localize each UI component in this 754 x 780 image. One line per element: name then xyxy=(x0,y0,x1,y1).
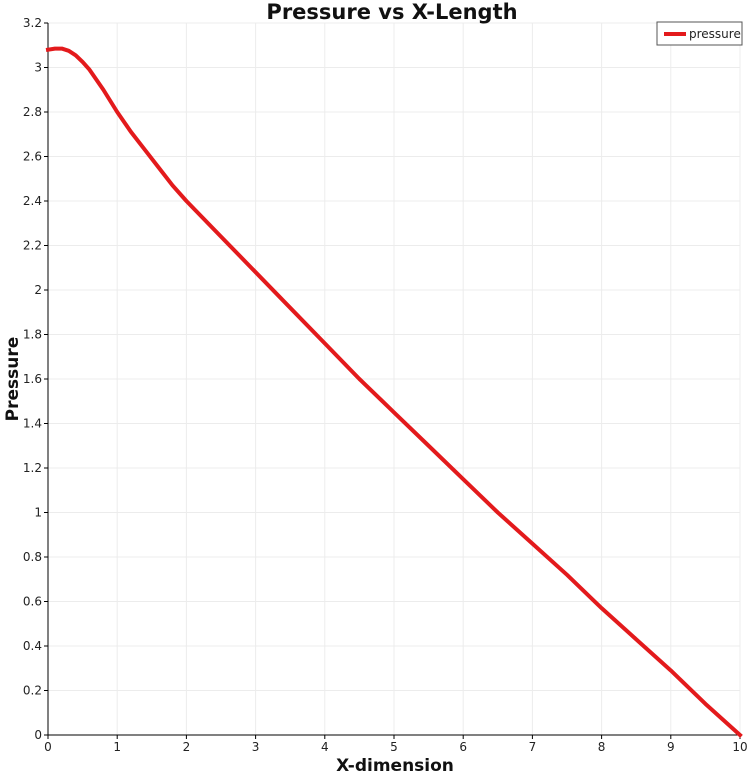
y-tick-label: 0 xyxy=(34,728,42,742)
chart-title: Pressure vs X-Length xyxy=(266,0,517,24)
y-tick-label: 1.4 xyxy=(23,417,42,431)
x-tick-label: 8 xyxy=(598,740,606,754)
y-tick-label: 1.8 xyxy=(23,328,42,342)
legend-box xyxy=(656,21,743,46)
x-tick-label: 7 xyxy=(529,740,537,754)
x-tick-label: 0 xyxy=(44,740,52,754)
legend: pressure xyxy=(656,21,743,46)
x-tick-label: 5 xyxy=(390,740,398,754)
x-axis-label: X-dimension xyxy=(336,756,454,776)
y-tick-label: 2.8 xyxy=(23,105,42,119)
y-tick-label: 1 xyxy=(34,506,42,520)
y-tick-label: 1.2 xyxy=(23,461,42,475)
x-tick-label: 1 xyxy=(113,740,121,754)
legend-label-pressure: pressure xyxy=(689,27,741,41)
y-tick-label: 3.2 xyxy=(23,16,42,30)
x-tick-label: 6 xyxy=(459,740,467,754)
y-tick-label: 2.4 xyxy=(23,194,42,208)
axis-layer: 0 1 2 3 4 5 6 7 8 9 10 0 0.2 0.4 0.6 0.8 1 1.2 1.4 1.6 1.8 2 2… xyxy=(23,16,748,754)
y-tick-label: 2 xyxy=(34,283,42,297)
y-tick-label: 0.2 xyxy=(23,684,42,698)
x-tick-label: 4 xyxy=(321,740,329,754)
x-tick-label: 9 xyxy=(667,740,675,754)
y-tick-label: 3 xyxy=(34,61,42,75)
y-tick-label: 1.6 xyxy=(23,372,42,386)
y-tick-label: 0.4 xyxy=(23,639,42,653)
y-tick-label: 2.6 xyxy=(23,150,42,164)
grid-layer xyxy=(48,22,741,735)
x-tick-label: 3 xyxy=(252,740,260,754)
y-axis-label: Pressure xyxy=(3,337,23,422)
x-tick-label: 2 xyxy=(183,740,191,754)
series-layer xyxy=(45,46,743,738)
x-tick-label: 10 xyxy=(732,740,747,754)
y-tick-label: 0.6 xyxy=(23,595,42,609)
y-tick-label: 2.2 xyxy=(23,239,42,253)
series-line-pressure xyxy=(45,46,743,738)
y-tick-label: 0.8 xyxy=(23,550,42,564)
